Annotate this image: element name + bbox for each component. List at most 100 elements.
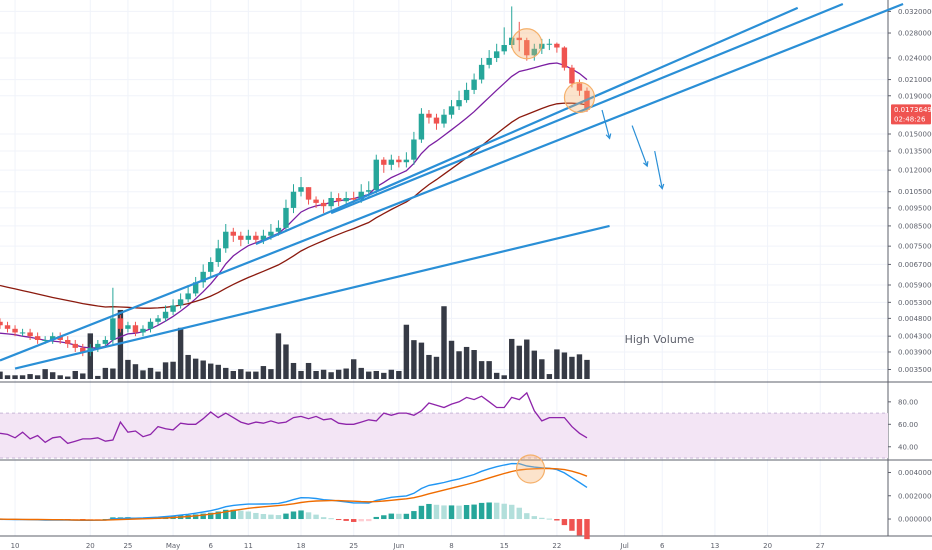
candle-body[interactable]: [42, 339, 48, 341]
volume-bar: [305, 362, 312, 379]
time-axis-label: 13: [710, 542, 719, 550]
trendline[interactable]: [330, 2, 844, 215]
candle-body[interactable]: [411, 139, 417, 160]
candle-body[interactable]: [335, 198, 342, 202]
candle-body[interactable]: [426, 113, 432, 118]
candle-body[interactable]: [350, 198, 357, 200]
candle-body[interactable]: [208, 262, 214, 272]
candle-body[interactable]: [147, 321, 154, 329]
candle-body[interactable]: [403, 159, 410, 163]
price-axis[interactable]: 0.03200000 0.02800000 0.02400000 0.02100000…: [888, 8, 932, 524]
candle-body[interactable]: [12, 328, 18, 333]
candle-body[interactable]: [155, 318, 161, 322]
trendline[interactable]: [255, 6, 799, 246]
candle-body[interactable]: [531, 48, 538, 56]
candle-body[interactable]: [192, 282, 199, 294]
candle-body[interactable]: [19, 332, 26, 334]
candle-body[interactable]: [576, 83, 583, 91]
candle-body[interactable]: [230, 231, 236, 236]
candle-body[interactable]: [471, 79, 477, 90]
candle-body[interactable]: [554, 43, 560, 48]
candle-body[interactable]: [456, 100, 462, 107]
candle-body[interactable]: [268, 231, 274, 236]
candle-body[interactable]: [132, 325, 139, 333]
candle-body[interactable]: [275, 227, 282, 232]
candle-body[interactable]: [162, 311, 169, 319]
candle-body[interactable]: [366, 190, 372, 192]
candle-body[interactable]: [486, 57, 492, 65]
candle-body[interactable]: [313, 199, 319, 203]
time-axis[interactable]: 10 20 25 May 6 11 18 25 Jun 8 15 22 Jul 6 13 20 27: [11, 542, 825, 550]
volume-bar: [546, 374, 553, 379]
rsi-axis-label: 40.00: [898, 443, 918, 451]
candle-body[interactable]: [185, 293, 191, 300]
candle-body[interactable]: [283, 207, 289, 228]
candle-body[interactable]: [373, 159, 379, 191]
candle-body[interactable]: [72, 343, 78, 348]
volume-bar: [12, 375, 18, 379]
rsi-line: [0, 391, 588, 445]
trendline[interactable]: [14, 224, 610, 370]
candle-body[interactable]: [177, 299, 184, 306]
candle-body[interactable]: [305, 187, 312, 200]
macd-pane[interactable]: [0, 454, 590, 540]
candle-body[interactable]: [396, 159, 402, 163]
candle-body[interactable]: [463, 89, 470, 101]
trendline[interactable]: [0, 2, 904, 362]
candle-body[interactable]: [0, 321, 3, 326]
candle-body[interactable]: [388, 159, 395, 165]
candle-body[interactable]: [4, 325, 11, 329]
candle-body[interactable]: [34, 336, 41, 340]
candle-body[interactable]: [381, 159, 387, 165]
candle-body[interactable]: [516, 37, 522, 41]
candle-body[interactable]: [478, 64, 485, 80]
macd-histogram-bar: [388, 513, 395, 520]
candle-body[interactable]: [57, 336, 63, 340]
candle-body[interactable]: [245, 235, 252, 240]
candle-body[interactable]: [223, 231, 229, 249]
arrow-shaft[interactable]: [654, 150, 663, 189]
arrow-shaft[interactable]: [601, 109, 611, 139]
candle-body[interactable]: [546, 43, 553, 45]
candle-body[interactable]: [140, 328, 146, 333]
candle-body[interactable]: [358, 191, 364, 200]
candle-body[interactable]: [200, 271, 206, 283]
candle-body[interactable]: [95, 343, 101, 348]
volume-bar: [155, 371, 161, 379]
candle-body[interactable]: [170, 305, 176, 312]
candle-body[interactable]: [238, 235, 244, 240]
candle-body[interactable]: [260, 235, 267, 240]
candle-body[interactable]: [110, 318, 116, 340]
candle-body[interactable]: [569, 67, 575, 84]
macd-highlight-circle[interactable]: [515, 454, 546, 484]
highlight-circle[interactable]: [511, 28, 543, 60]
price-pane[interactable]: High Volume: [0, 2, 904, 379]
candle-body[interactable]: [343, 198, 349, 202]
candle-body[interactable]: [65, 339, 71, 344]
arrow-shaft[interactable]: [631, 125, 648, 167]
candle-body[interactable]: [561, 47, 568, 68]
volume-bar: [486, 361, 492, 379]
candle-body[interactable]: [102, 339, 109, 344]
candle-body[interactable]: [298, 187, 304, 192]
candle-body[interactable]: [290, 191, 297, 208]
candle-body[interactable]: [80, 347, 86, 352]
candle-body[interactable]: [433, 117, 440, 124]
candle-body[interactable]: [441, 114, 447, 124]
highlight-circle[interactable]: [563, 81, 596, 114]
candle-body[interactable]: [524, 40, 530, 56]
candle-body[interactable]: [493, 51, 500, 58]
candle-body[interactable]: [501, 45, 507, 52]
candle-body[interactable]: [49, 336, 56, 340]
candle-body[interactable]: [253, 235, 259, 240]
candle-body[interactable]: [27, 332, 33, 337]
candle-body[interactable]: [448, 106, 455, 115]
candle-body[interactable]: [125, 325, 131, 329]
candle-body[interactable]: [328, 198, 334, 207]
candle-body[interactable]: [215, 248, 221, 263]
candle-body[interactable]: [117, 318, 124, 329]
candle-body[interactable]: [320, 202, 327, 207]
candle-body[interactable]: [418, 113, 425, 140]
rsi-pane[interactable]: [0, 391, 888, 459]
